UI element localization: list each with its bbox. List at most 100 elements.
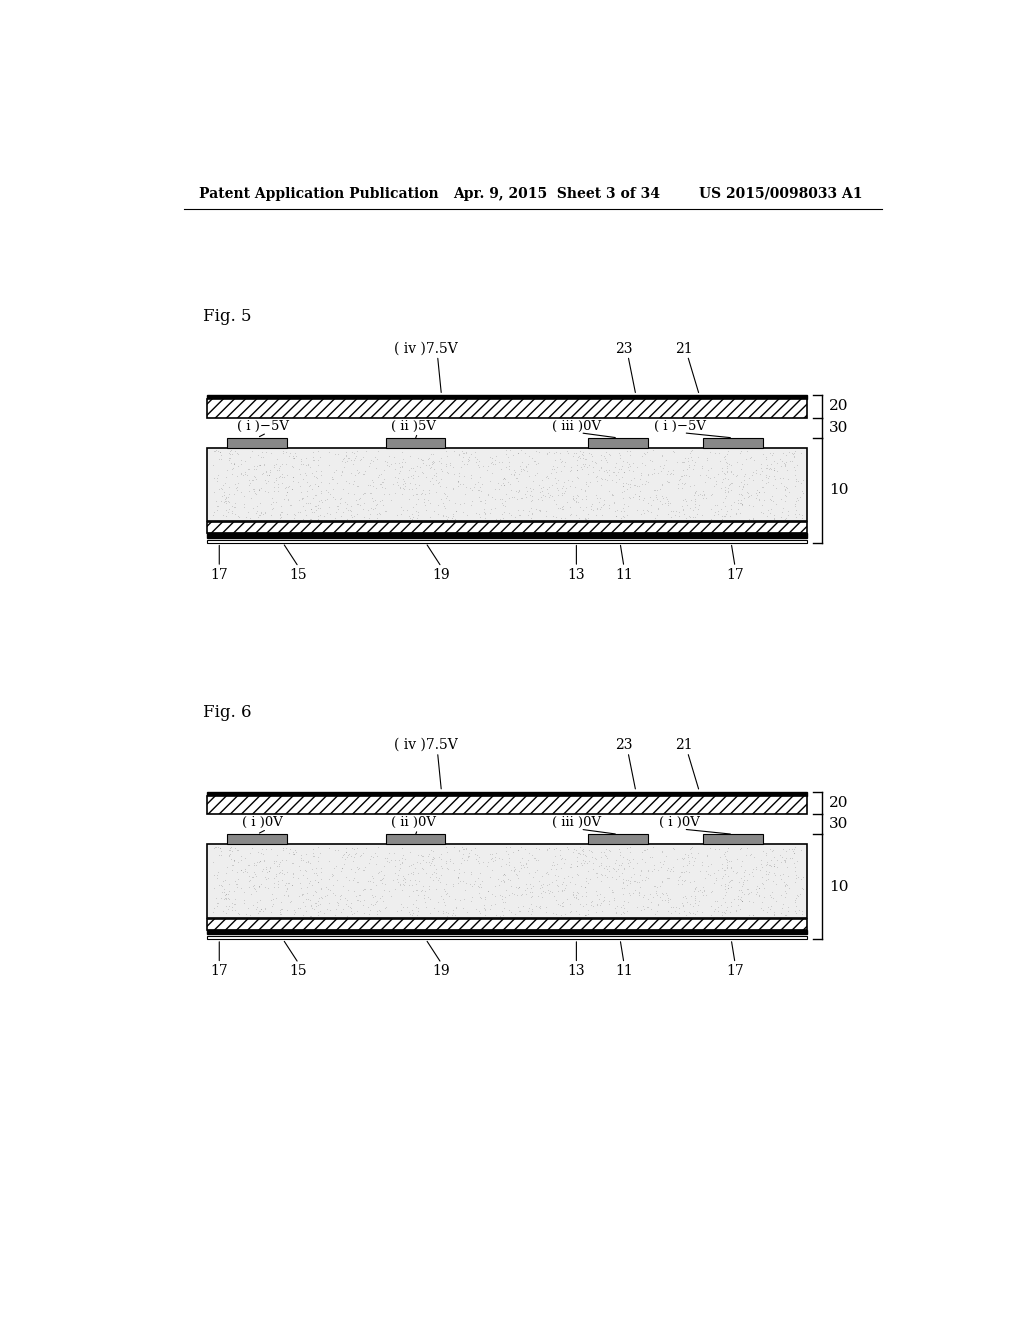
Point bbox=[252, 890, 268, 911]
Point bbox=[263, 890, 280, 911]
Point bbox=[355, 492, 372, 513]
Point bbox=[471, 903, 487, 924]
Point bbox=[777, 451, 794, 473]
Point bbox=[731, 879, 748, 900]
Point bbox=[759, 454, 775, 475]
Point bbox=[580, 873, 596, 894]
Point bbox=[554, 880, 570, 902]
Point bbox=[346, 484, 362, 506]
Point bbox=[671, 898, 687, 919]
Point bbox=[698, 465, 715, 486]
Point bbox=[325, 875, 341, 896]
Point bbox=[494, 488, 510, 510]
Point bbox=[581, 899, 597, 920]
Point bbox=[217, 466, 233, 487]
Point bbox=[232, 845, 249, 866]
Point bbox=[501, 451, 517, 473]
Point bbox=[719, 461, 735, 482]
Point bbox=[441, 454, 458, 475]
Point bbox=[659, 491, 676, 512]
Point bbox=[701, 467, 718, 488]
Point bbox=[422, 866, 438, 887]
Point bbox=[522, 507, 539, 528]
Point bbox=[627, 879, 643, 900]
Point bbox=[364, 498, 380, 519]
Point bbox=[220, 880, 237, 902]
Point bbox=[476, 898, 493, 919]
Point bbox=[556, 879, 572, 900]
Text: 23: 23 bbox=[615, 342, 633, 355]
Point bbox=[310, 902, 327, 923]
Point bbox=[391, 853, 408, 874]
Point bbox=[208, 440, 224, 461]
Point bbox=[246, 466, 262, 487]
Point bbox=[355, 463, 372, 484]
Point bbox=[424, 450, 440, 471]
Point bbox=[359, 500, 376, 521]
Point bbox=[440, 903, 457, 924]
Point bbox=[389, 471, 406, 492]
Point bbox=[468, 449, 484, 470]
Point bbox=[731, 442, 748, 463]
Point bbox=[214, 479, 230, 500]
Point bbox=[623, 470, 639, 491]
Point bbox=[303, 898, 319, 919]
Point bbox=[487, 846, 504, 867]
Point bbox=[766, 854, 782, 875]
Point bbox=[445, 463, 462, 484]
Point bbox=[445, 859, 462, 880]
Point bbox=[714, 854, 730, 875]
Point bbox=[759, 851, 775, 873]
Point bbox=[396, 471, 413, 492]
Point bbox=[634, 870, 650, 891]
Point bbox=[250, 507, 266, 528]
Point bbox=[386, 842, 402, 863]
Point bbox=[596, 857, 612, 878]
Point bbox=[501, 851, 517, 873]
Point bbox=[760, 467, 776, 488]
Point bbox=[394, 457, 411, 478]
Point bbox=[279, 878, 295, 899]
Point bbox=[402, 869, 419, 890]
Point bbox=[728, 862, 744, 883]
Point bbox=[467, 838, 483, 859]
Point bbox=[457, 879, 473, 900]
Point bbox=[687, 482, 703, 503]
Point bbox=[483, 487, 500, 508]
Point bbox=[709, 891, 725, 912]
Point bbox=[493, 884, 509, 906]
Point bbox=[327, 904, 343, 925]
Point bbox=[254, 838, 270, 859]
Point bbox=[763, 499, 779, 520]
Point bbox=[652, 490, 669, 511]
Point bbox=[470, 851, 486, 873]
Point bbox=[777, 841, 794, 862]
Point bbox=[294, 884, 310, 906]
Point bbox=[569, 863, 586, 884]
Point bbox=[509, 865, 525, 886]
Point bbox=[645, 886, 662, 907]
Point bbox=[723, 857, 739, 878]
Point bbox=[497, 865, 513, 886]
Point bbox=[641, 487, 657, 508]
Point bbox=[433, 447, 450, 469]
Point bbox=[517, 483, 534, 504]
Point bbox=[476, 492, 493, 513]
Point bbox=[586, 462, 602, 483]
Point bbox=[336, 457, 352, 478]
Point bbox=[423, 840, 439, 861]
Point bbox=[229, 862, 246, 883]
Point bbox=[567, 442, 584, 463]
Point bbox=[340, 499, 356, 520]
Point bbox=[554, 496, 570, 517]
Point bbox=[574, 838, 591, 859]
Point bbox=[293, 850, 309, 871]
Point bbox=[299, 851, 315, 873]
Point bbox=[562, 457, 579, 478]
Point bbox=[739, 879, 756, 900]
Point bbox=[293, 847, 309, 869]
Point bbox=[287, 504, 303, 525]
Point bbox=[307, 880, 324, 902]
Point bbox=[339, 494, 355, 515]
Point bbox=[279, 503, 295, 524]
